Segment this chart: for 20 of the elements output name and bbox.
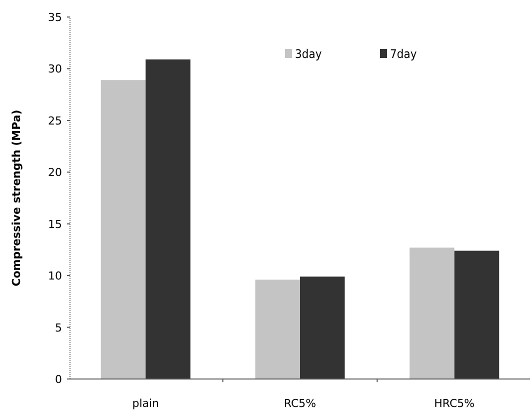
y-tick-label: 20 — [48, 166, 62, 180]
x-tick-label: plain — [132, 397, 160, 410]
bar — [454, 250, 500, 379]
bar — [100, 80, 146, 379]
y-tick-label: 35 — [48, 11, 62, 24]
y-axis-title: Compressive strength (MPa) — [10, 110, 23, 286]
y-tick-label: 10 — [48, 270, 62, 283]
legend-label: 3day — [295, 47, 322, 61]
y-tick-label: 25 — [48, 114, 62, 128]
x-tick-label: RC5% — [284, 397, 316, 410]
bar — [255, 280, 300, 379]
bar — [146, 59, 190, 379]
bar — [300, 276, 345, 379]
x-tick-label: HRC5% — [434, 397, 475, 410]
bar — [410, 248, 454, 379]
y-tick-label: 5 — [55, 321, 62, 334]
y-tick-label: 15 — [48, 218, 62, 231]
y-tick-label: 30 — [48, 62, 62, 76]
legend-label: 7day — [390, 47, 418, 61]
y-tick-label: 0 — [55, 373, 62, 386]
